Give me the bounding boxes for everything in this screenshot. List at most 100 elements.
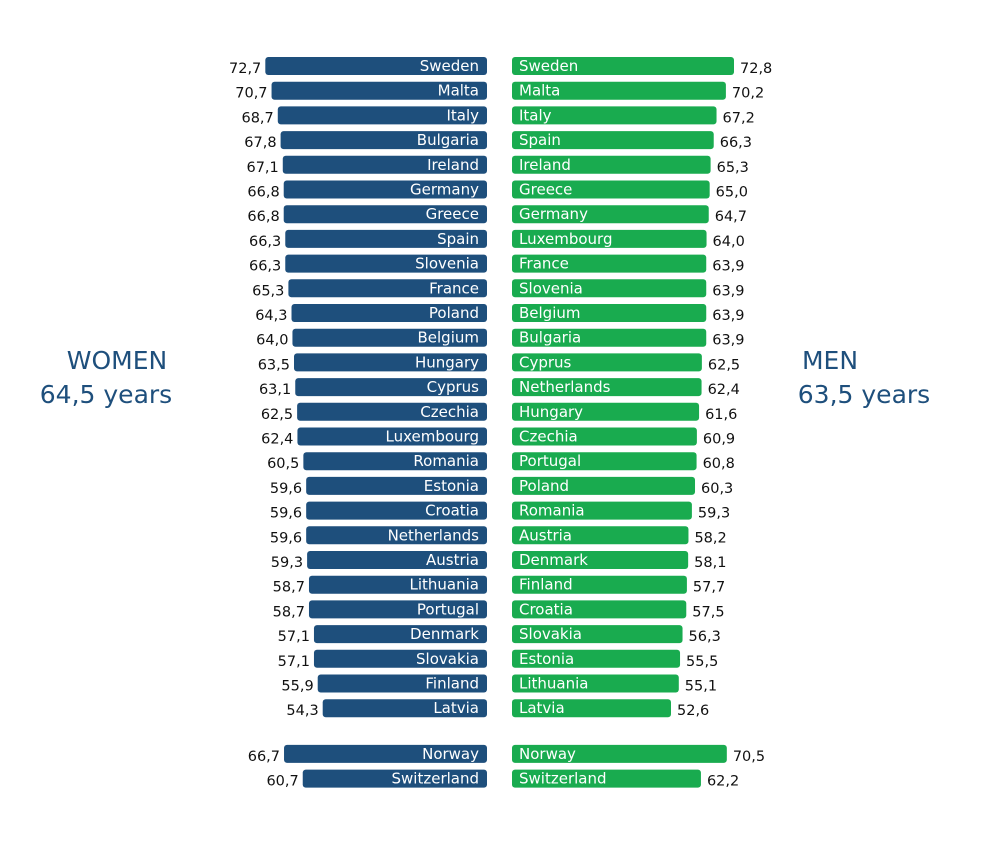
women-value-label: 68,7 (241, 110, 273, 126)
men-value-label: 63,9 (712, 259, 744, 275)
men-country-label: Finland (519, 576, 573, 594)
men-bar-spain (512, 131, 714, 150)
women-country-label: Poland (429, 304, 479, 322)
men-bar-denmark (512, 551, 689, 569)
women-value-label: 66,3 (249, 259, 281, 275)
women-country-label: Romania (413, 452, 479, 470)
women-country-label: Lithuania (410, 576, 479, 594)
women-bar-poland (291, 304, 487, 322)
women-country-label: Croatia (425, 502, 479, 520)
women-country-label: Greece (426, 205, 479, 223)
men-country-label: Malta (519, 82, 560, 100)
men-value-label: 63,9 (712, 333, 744, 349)
men-country-label: Latvia (519, 699, 565, 717)
women-bar-croatia (306, 501, 487, 520)
men-bar-italy (512, 106, 717, 125)
women-bar-romania (303, 452, 487, 471)
men-country-label: Switzerland (519, 770, 607, 788)
women-country-label: Estonia (424, 477, 479, 495)
women-bar-greece (283, 205, 487, 224)
women-bar-germany (283, 180, 487, 199)
bars: Sweden 72,7 Malta 70,7 Italy 68,7 Bulgaria 67,8… (229, 57, 772, 790)
women-country-label: Cyprus (427, 378, 480, 396)
men-bar-switzerland (512, 769, 701, 788)
women-value-label: 63,5 (258, 357, 290, 373)
women-bar-netherlands (306, 526, 487, 545)
women-bar-denmark (313, 625, 487, 644)
women-bar-estonia (306, 476, 487, 495)
men-country-label: Hungary (519, 403, 583, 421)
men-value-label: 67,2 (723, 110, 755, 126)
women-subtitle: 64,5 years (40, 380, 172, 409)
men-value-label: 55,5 (686, 654, 718, 670)
women-country-label: Finland (425, 675, 479, 693)
men-value-label: 59,3 (698, 506, 730, 522)
women-value-label: 60,5 (267, 456, 299, 472)
women-country-label: Switzerland (392, 770, 480, 788)
women-bar-italy (277, 106, 487, 125)
women-country-label: Netherlands (388, 526, 480, 544)
men-bar-cyprus (512, 353, 702, 372)
men-country-label: Estonia (519, 650, 574, 668)
women-value-label: 57,1 (278, 654, 310, 670)
men-value-label: 65,3 (717, 160, 749, 176)
men-country-label: Belgium (519, 304, 581, 322)
men-country-label: Cyprus (519, 353, 572, 371)
men-value-label: 57,7 (693, 580, 725, 596)
men-value-label: 60,8 (703, 456, 735, 472)
women-country-label: Austria (426, 551, 479, 569)
men-bar-bulgaria (512, 328, 707, 347)
men-bar-croatia (512, 600, 687, 619)
women-value-label: 59,3 (271, 555, 303, 571)
women-value-label: 65,3 (252, 283, 284, 299)
men-bar-portugal (512, 452, 697, 471)
women-value-label: 64,0 (256, 333, 288, 349)
women-bar-czechia (297, 402, 487, 421)
women-bar-spain (285, 229, 487, 248)
women-value-label: 72,7 (229, 61, 261, 77)
men-country-label: Sweden (519, 57, 578, 75)
women-country-label: Germany (410, 181, 479, 199)
men-country-label: Croatia (519, 600, 573, 618)
men-value-label: 57,5 (692, 604, 724, 620)
men-title: MEN (802, 346, 858, 375)
women-value-label: 59,6 (270, 530, 302, 546)
men-subtitle: 63,5 years (798, 380, 930, 409)
men-bar-sweden (512, 57, 734, 75)
women-value-label: 67,8 (244, 135, 276, 151)
men-value-label: 70,2 (732, 86, 764, 102)
men-value-label: 62,5 (708, 357, 740, 373)
women-value-label: 62,4 (261, 432, 293, 448)
women-bar-france (288, 279, 487, 298)
women-country-label: Spain (437, 230, 479, 248)
women-country-label: Norway (422, 745, 479, 763)
men-country-label: Austria (519, 526, 572, 544)
men-bar-greece (512, 180, 710, 199)
women-value-label: 55,9 (281, 679, 313, 695)
women-value-label: 66,3 (249, 234, 281, 250)
women-value-label: 70,7 (235, 86, 267, 102)
women-country-label: Italy (446, 106, 479, 124)
women-country-label: Hungary (415, 353, 479, 371)
men-value-label: 52,6 (677, 703, 709, 719)
women-bar-luxembourg (297, 427, 487, 446)
women-country-label: Slovakia (416, 650, 479, 668)
women-value-label: 63,1 (259, 382, 291, 398)
men-value-label: 62,2 (707, 774, 739, 790)
men-value-label: 63,9 (712, 308, 744, 324)
women-value-label: 66,8 (247, 185, 279, 201)
men-bar-luxembourg (512, 229, 707, 248)
men-value-label: 60,9 (703, 432, 735, 448)
men-country-label: Norway (519, 745, 576, 763)
women-bar-ireland (282, 155, 487, 174)
men-value-label: 58,1 (694, 555, 726, 571)
women-value-label: 59,6 (270, 481, 302, 497)
women-value-label: 58,7 (273, 604, 305, 620)
men-country-label: Denmark (519, 551, 588, 569)
women-country-label: Belgium (418, 329, 480, 347)
women-bar-sweden (265, 57, 487, 75)
women-country-label: Sweden (420, 57, 479, 75)
men-value-label: 58,2 (694, 530, 726, 546)
men-country-label: Bulgaria (519, 329, 581, 347)
women-bar-cyprus (295, 378, 487, 397)
